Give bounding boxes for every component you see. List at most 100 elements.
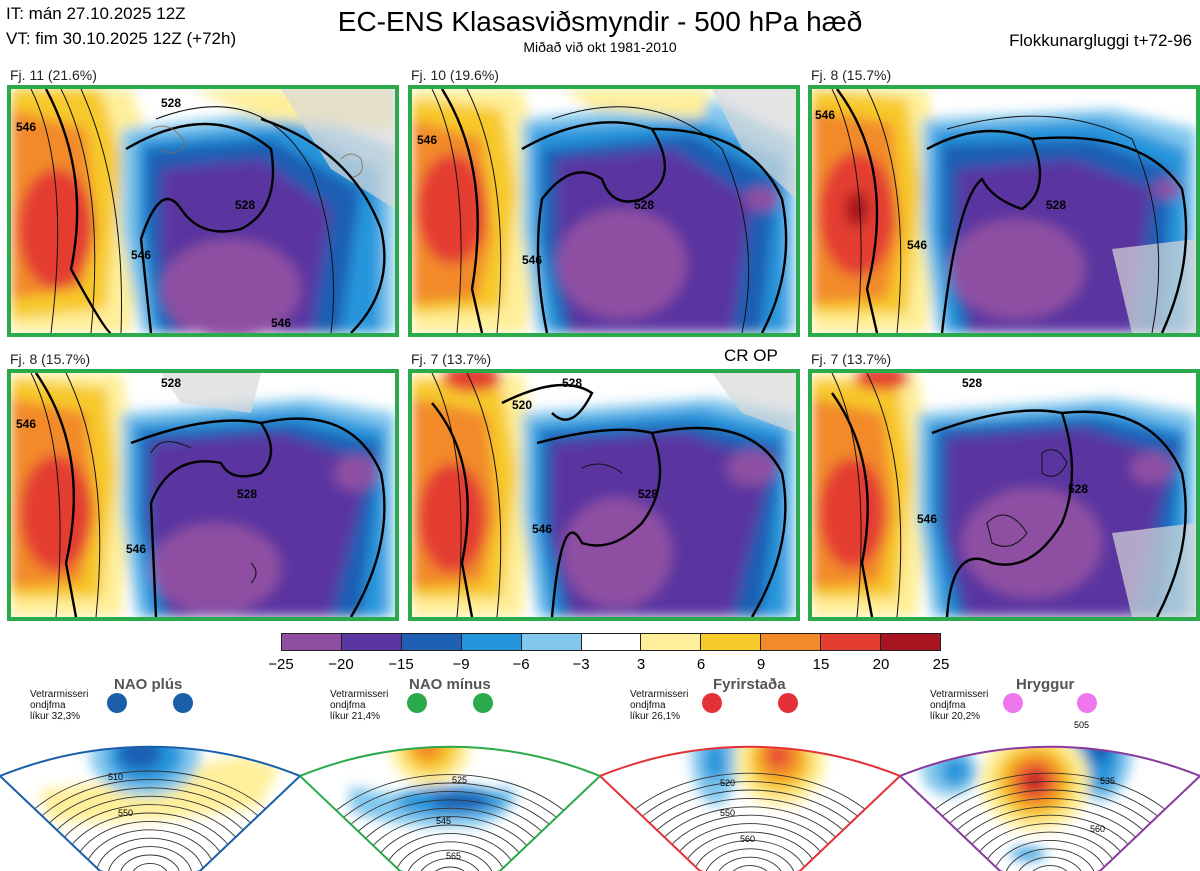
cluster-map-5[interactable]: 528 520 546 528 <box>408 369 800 621</box>
cluster-map-1[interactable]: 546 528 528 546 546 <box>7 85 399 337</box>
contour-label: 525 <box>452 775 467 785</box>
page-subtitle: Miðað við okt 1981-2010 <box>523 39 677 55</box>
geopotential-contour <box>95 837 205 871</box>
colorbar-swatch <box>401 634 462 650</box>
cluster-map-4[interactable]: 546 528 528 546 <box>7 369 399 621</box>
geopotential-contour <box>691 840 809 871</box>
regime-name: NAO plús <box>114 676 183 693</box>
geopotential-contour <box>107 846 193 871</box>
colorbar-tick-label: 15 <box>812 656 830 673</box>
cluster-map-6[interactable]: 528 528 546 <box>808 369 1200 621</box>
contour-label: 520 <box>720 778 735 788</box>
page-title: EC-ENS Klasasviðsmyndir - 500 hPa hæð <box>337 6 863 37</box>
regime-note: Vetrarmisseri ondjfma líkur 32,3% <box>30 689 89 722</box>
contour-label: 560 <box>1090 824 1105 834</box>
colorbar-tick-label: −20 <box>328 656 354 673</box>
contour-label: 528 <box>235 198 255 212</box>
geopotential-contour <box>703 848 797 871</box>
contour-label: 545 <box>436 816 451 826</box>
colorbar-swatch <box>881 634 940 650</box>
regime-ridge[interactable]: 505 535 560 Hryggur Vetrarmisseri ondjfma… <box>900 676 1200 871</box>
regime-note: Vetrarmisseri ondjfma líkur 21,4% <box>330 689 389 722</box>
regime-name: NAO mínus <box>409 676 491 693</box>
panel-label: Fj. 11 (21.6%) <box>10 67 97 83</box>
contour-label: 546 <box>907 238 927 252</box>
geopotential-contour <box>991 840 1109 871</box>
colorbar-swatch <box>581 634 642 650</box>
colorbar-tick-label: −9 <box>452 656 470 673</box>
initial-time: IT: mán 27.10.2025 12Z <box>6 4 186 23</box>
panel-label: Fj. 8 (15.7%) <box>10 351 91 367</box>
regime-nao-plus[interactable]: 510 550 NAO plús Vetrarmisseri ondjfma lík… <box>0 676 300 871</box>
colorbar-tick-label: 20 <box>872 656 890 673</box>
contour-label: 550 <box>118 808 133 818</box>
regime-blocking[interactable]: 520 550 560 Fyrirstaða Vetrarmisseri ondj… <box>600 676 900 871</box>
cluster-map-3[interactable]: 546 528 546 <box>808 85 1200 337</box>
geopotential-contour <box>715 856 785 871</box>
colorbar-swatch <box>341 634 402 650</box>
colorbar-swatch <box>821 634 882 650</box>
regime-marker <box>1077 693 1097 713</box>
contour-label: 546 <box>271 316 291 330</box>
cluster-map-2[interactable]: 546 528 546 <box>408 85 800 337</box>
control-run-marker: CR OP <box>724 346 778 365</box>
regime-nao-minus[interactable]: 525 545 565 NAO mínus Vetrarmisseri ondjf… <box>300 676 600 871</box>
colorbar-tick-label: −25 <box>268 656 294 673</box>
valid-time: VT: fim 30.10.2025 12Z (+72h) <box>6 29 237 48</box>
regime-marker <box>407 693 427 713</box>
contour-label: 528 <box>1068 482 1088 496</box>
contour-label: 546 <box>16 417 36 431</box>
colorbar-tick-label: 3 <box>636 656 646 673</box>
colorbar <box>281 633 941 651</box>
panel-label: Fj. 10 (19.6%) <box>411 67 499 83</box>
colorbar-swatch <box>521 634 582 650</box>
contour-label: 528 <box>161 376 181 390</box>
colorbar-tick-label: 9 <box>756 656 766 673</box>
colorbar-swatch <box>701 634 762 650</box>
panel-label: Fj. 7 (13.7%) <box>811 351 892 367</box>
contour-label: 528 <box>161 96 181 110</box>
contour-label: 546 <box>917 512 937 526</box>
regime-marker <box>473 693 493 713</box>
regime-marker <box>702 693 722 713</box>
regime-note: Vetrarmisseri ondjfma líkur 20,2% <box>930 689 989 722</box>
contour-label: 528 <box>634 198 654 212</box>
geopotential-contour <box>83 829 217 871</box>
colorbar-tick-label: −3 <box>572 656 590 673</box>
contour-label: 546 <box>131 248 151 262</box>
panel-label: Fj. 8 (15.7%) <box>811 67 892 83</box>
regime-outline <box>900 745 1200 871</box>
geopotential-contour <box>1027 865 1073 871</box>
contour-label: 528 <box>1046 198 1066 212</box>
regime-note: Vetrarmisseri ondjfma líkur 26,1% <box>630 689 689 722</box>
regime-marker <box>778 693 798 713</box>
regime-name: Fyrirstaða <box>713 676 786 693</box>
geopotential-contour <box>727 865 773 871</box>
contour-label: 528 <box>638 487 658 501</box>
colorbar-tick-label: 25 <box>932 656 950 673</box>
contour-label: 546 <box>522 253 542 267</box>
contour-label: 528 <box>562 376 582 390</box>
regime-marker <box>1003 693 1023 713</box>
regime-marker <box>107 693 127 713</box>
colorbar-ticks: −25 −20 −15 −9 −6 −3 3 6 9 15 20 25 <box>0 656 1200 676</box>
classification-window: Flokkunargluggi t+72-96 <box>1009 31 1192 50</box>
regime-marker <box>173 693 193 713</box>
geopotential-contour <box>1015 856 1085 871</box>
colorbar-swatch <box>641 634 702 650</box>
colorbar-tick-label: −6 <box>512 656 530 673</box>
contour-label: 546 <box>126 542 146 556</box>
contour-label: 505 <box>1074 720 1089 730</box>
geopotential-contour <box>1003 848 1097 871</box>
contour-label: 528 <box>962 376 982 390</box>
regime-outline <box>300 745 600 871</box>
geopotential-contour <box>429 866 471 871</box>
geopotential-contour <box>405 849 495 871</box>
contour-label: 546 <box>815 108 835 122</box>
contour-label: 528 <box>237 487 257 501</box>
contour-label: 560 <box>740 834 755 844</box>
contour-label: 535 <box>1100 776 1115 786</box>
contour-label: 546 <box>532 522 552 536</box>
contour-label: 546 <box>16 120 36 134</box>
contour-label: 510 <box>108 772 123 782</box>
